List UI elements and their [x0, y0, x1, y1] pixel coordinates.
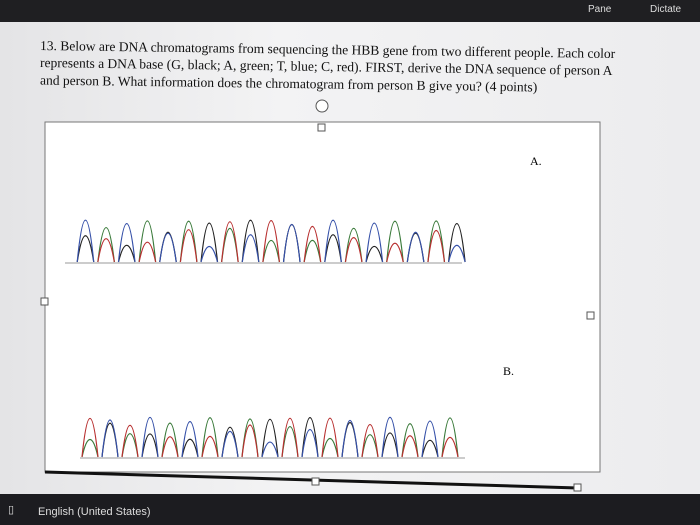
resize-handle[interactable]: [586, 311, 595, 320]
status-icon: ▯: [8, 504, 15, 516]
resize-handle[interactable]: [311, 477, 320, 486]
status-bar: ▯ English (United States): [0, 494, 700, 525]
figure-label: A.: [530, 154, 542, 168]
image-frame: [44, 121, 601, 473]
rotate-handle[interactable]: [315, 99, 329, 113]
chromatogram-trace: [101, 417, 439, 458]
figure-label: B.: [503, 364, 514, 378]
resize-handle[interactable]: [317, 123, 326, 132]
chromatogram-trace: [76, 219, 466, 263]
pane-button[interactable]: Pane: [588, 4, 612, 15]
chromatogram-trace: [97, 220, 446, 263]
chromatogram-trace: [81, 417, 459, 458]
chromatogram-trace: [97, 220, 446, 263]
ribbon: Pane Dictate: [0, 0, 700, 22]
chromatogram-trace: [81, 417, 459, 458]
dictate-button[interactable]: Dictate: [650, 4, 682, 15]
chromatogram-trace: [101, 417, 439, 458]
resize-handle[interactable]: [573, 483, 582, 492]
language-indicator[interactable]: English (United States): [38, 506, 151, 518]
resize-handle[interactable]: [40, 297, 49, 306]
